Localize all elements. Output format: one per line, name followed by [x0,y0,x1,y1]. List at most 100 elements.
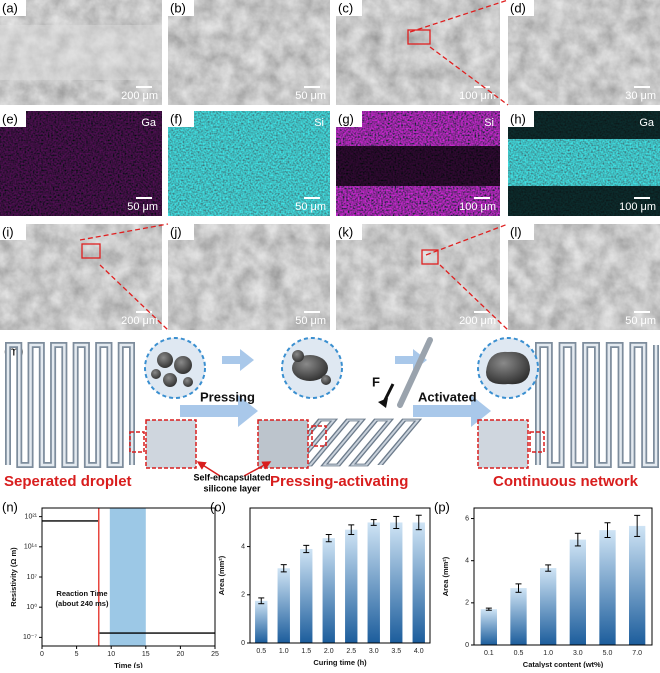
y-tick-label: 10¹⁴ [24,544,37,551]
y-tick-label: 10⁻⁷ [23,634,37,641]
label-bg [336,224,362,240]
y-axis-title: Area (mm²) [441,556,450,596]
bar [510,588,527,645]
scale-label: 100 μm [459,201,496,213]
zoom-box [81,243,101,259]
scale-label: 200 μm [459,315,496,327]
y-tick-label: 10⁰ [26,603,37,611]
y-axis-title: Area (mm²) [217,555,226,595]
bar [569,539,586,645]
scale-label: 50 μm [295,90,326,102]
label-bg [508,0,534,16]
x-axis-title: Catalyst content (wt%) [523,660,604,668]
panel-label: (j) [170,224,182,239]
arrow [222,349,254,371]
dark-band [336,146,500,186]
zoom-line [409,0,509,33]
x-tick-label: 2.0 [324,648,334,655]
y-tick-label: 0 [465,642,469,649]
force-arrow-head [378,398,388,408]
scale-label: 50 μm [625,315,656,327]
element-label: Ga [141,117,157,129]
panel-label: (c) [338,0,353,15]
micrograph [336,0,500,105]
scale-label: 50 μm [127,201,158,213]
label-bg [0,0,26,16]
x-tick-label: 25 [211,651,219,658]
zoom-boxes [129,419,545,469]
dark-band [508,186,660,216]
micrograph [0,224,162,330]
label-bg [508,224,534,240]
label-bg [168,111,194,127]
stage-label: Continuous network [493,473,639,490]
x-axis-title: Time (s) [114,661,143,668]
label-bg [508,111,534,127]
annotation: Reaction Time [56,589,107,598]
x-tick-label: 0.5 [514,650,524,657]
panel-label: (h) [510,111,526,126]
label-bg [0,224,26,240]
y-tick-label: 2 [465,600,469,607]
layer-label: silicone layer [203,483,261,493]
zoom-box [421,249,439,265]
element-label: Ga [639,117,655,129]
x-tick-label: 5 [75,651,79,658]
bar [255,600,268,643]
x-tick-label: 0.5 [256,648,266,655]
panel-label: (f) [170,111,182,126]
bar [599,530,616,645]
y-tick-label: 0 [241,640,245,647]
x-tick-label: 3.0 [369,648,379,655]
scale-label: 100 μm [459,90,496,102]
y-tick-label: 6 [465,515,469,522]
zoom-circles [144,337,539,399]
x-tick-label: 0.1 [484,650,494,657]
panel-label: (d) [510,0,526,15]
scale-label: 100 μm [619,201,656,213]
x-tick-label: 3.0 [573,650,583,657]
electrode-right [536,343,658,467]
bar [540,568,557,645]
bar [322,538,335,643]
x-tick-label: 2.5 [346,648,356,655]
stage-label: Pressing-activating [270,473,408,490]
x-tick-label: 1.0 [543,650,553,657]
bar [480,609,497,645]
x-tick-label: 1.5 [301,648,311,655]
panel-label: (e) [2,111,18,126]
y-tick-label: 10²¹ [25,513,38,520]
zoom-line [425,223,509,256]
plot-frame [473,507,653,646]
arrow [180,395,258,427]
arrow [413,395,491,427]
label-bg [168,224,194,240]
y-tick-label: 4 [241,543,245,550]
zoom-line [79,223,169,241]
x-tick-label: 0 [40,651,44,658]
x-tick-label: 5.0 [603,650,613,657]
panel-label: (n) [2,499,18,514]
bar [300,548,313,643]
scale-label: 200 μm [121,315,158,327]
micrograph [336,224,500,330]
scale-label: 50 μm [295,315,326,327]
bar [390,522,403,643]
electrode-middle [279,418,423,467]
label-bg [336,0,362,16]
element-label: Si [314,117,324,129]
x-tick-label: 7.0 [632,650,642,657]
scale-label: 200 μm [121,90,158,102]
micrograph [168,111,330,216]
label-bg [336,111,362,127]
y-tick-label: 10⁷ [27,574,38,581]
press-tool [397,337,433,408]
label-bg [168,0,194,16]
panel-label: (p) [434,499,450,514]
x-tick-label: 1.0 [279,648,289,655]
bar [345,529,358,643]
step-label: Pressing [200,389,255,404]
y-axis-title: Resistivity (Ω m) [9,547,18,607]
scale-label: 30 μm [625,90,656,102]
